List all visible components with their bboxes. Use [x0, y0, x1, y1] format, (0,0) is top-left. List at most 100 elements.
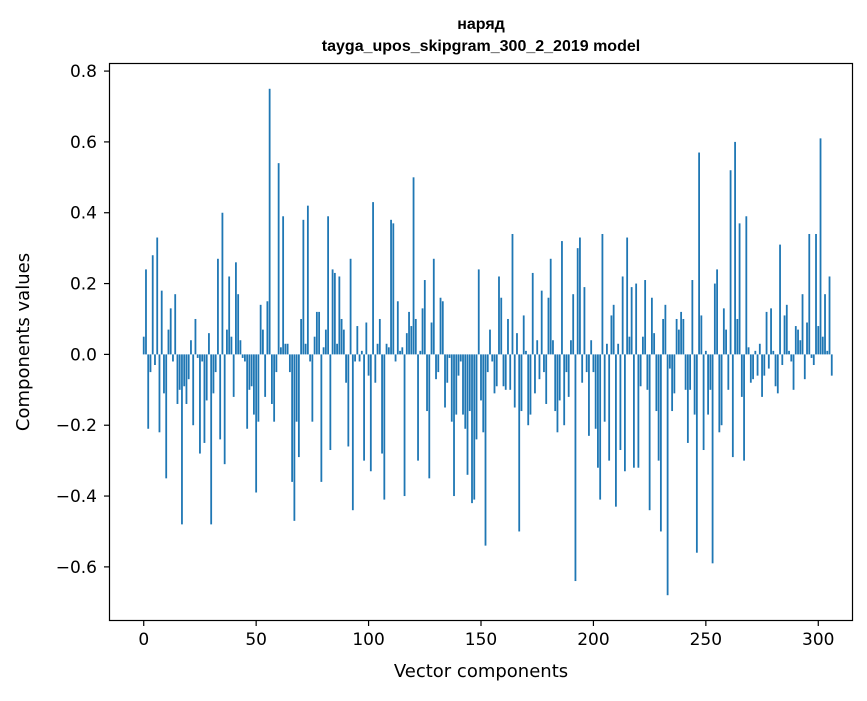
bar [720, 354, 723, 426]
y-tick-label: −0.4 [56, 487, 97, 507]
bar [273, 354, 276, 422]
bar [502, 354, 505, 387]
bar [543, 354, 545, 373]
bar [516, 333, 518, 355]
bar [450, 354, 453, 422]
bar [671, 354, 674, 412]
bar [241, 354, 244, 358]
bar [336, 343, 338, 355]
bar [423, 280, 426, 355]
bar [235, 262, 237, 355]
bar [734, 141, 736, 355]
bar [662, 318, 665, 355]
bar [565, 354, 568, 373]
bar [459, 354, 462, 362]
x-tick-label: 200 [577, 630, 609, 650]
bar [588, 354, 590, 436]
bar [196, 354, 199, 358]
bar [581, 354, 584, 383]
bar [205, 354, 208, 401]
bar [606, 343, 608, 355]
bar [192, 354, 195, 426]
bar [142, 336, 145, 355]
bar [354, 354, 356, 362]
bar [410, 326, 413, 355]
bar [270, 354, 273, 404]
bar [275, 354, 278, 373]
bar [630, 287, 633, 355]
bar [172, 354, 174, 362]
bar [311, 354, 314, 422]
bar [749, 354, 752, 383]
bar [799, 340, 802, 355]
bar [356, 326, 359, 355]
bar [151, 255, 154, 355]
bar [340, 318, 343, 355]
bar [403, 354, 406, 497]
bar [547, 297, 550, 355]
bar [664, 304, 667, 355]
bar [549, 258, 552, 355]
bar [641, 336, 644, 355]
bar [765, 311, 768, 355]
bar [779, 244, 781, 355]
bar [828, 276, 831, 355]
bar [554, 354, 557, 412]
bar [659, 354, 662, 532]
bar [306, 205, 309, 355]
bar [702, 354, 705, 451]
bar [477, 269, 480, 355]
bar [527, 354, 530, 426]
bar [722, 308, 725, 355]
bar [367, 354, 370, 376]
bar [160, 290, 163, 355]
bar [154, 354, 156, 366]
bar [689, 354, 692, 390]
bar [217, 258, 219, 355]
chart-title: наряд [457, 16, 505, 33]
bar [761, 354, 763, 397]
bar [493, 354, 496, 394]
y-tick-label: 0.8 [70, 62, 97, 82]
bar [821, 336, 824, 355]
bar [597, 354, 599, 468]
bar [756, 354, 759, 376]
bar [788, 350, 790, 355]
bar [185, 354, 188, 404]
bar [194, 318, 197, 355]
bar [650, 297, 653, 355]
bar [806, 322, 808, 355]
bar [504, 354, 507, 390]
bar [174, 294, 177, 355]
bar [369, 354, 372, 472]
bar [210, 354, 213, 525]
x-tick-label: 100 [352, 630, 384, 650]
bar [378, 318, 381, 355]
bar [691, 280, 694, 355]
bar [644, 280, 647, 355]
bar [246, 354, 249, 429]
bar [666, 354, 669, 596]
bar [610, 315, 613, 355]
bar [165, 354, 168, 479]
bar [489, 329, 491, 355]
bar [432, 258, 435, 355]
bar [473, 354, 476, 500]
x-axis-label: Vector components [394, 661, 568, 682]
bar [430, 322, 433, 355]
bar [284, 343, 287, 355]
bar [518, 354, 521, 532]
bar [392, 223, 395, 355]
chart-subtitle: tayga_upos_skipgram_300_2_2019 model [322, 38, 640, 55]
y-axis-ticks: −0.6 −0.4 −0.2 0.0 0.2 0.4 0.6 0.8 [56, 62, 110, 578]
bar [232, 354, 235, 397]
bar [331, 269, 334, 355]
bar [668, 354, 671, 369]
bar [570, 340, 572, 355]
bar [754, 350, 757, 355]
bar [648, 354, 651, 511]
bar [421, 308, 424, 355]
plot-frame [108, 62, 854, 622]
bar [286, 343, 289, 355]
bar [711, 354, 714, 564]
